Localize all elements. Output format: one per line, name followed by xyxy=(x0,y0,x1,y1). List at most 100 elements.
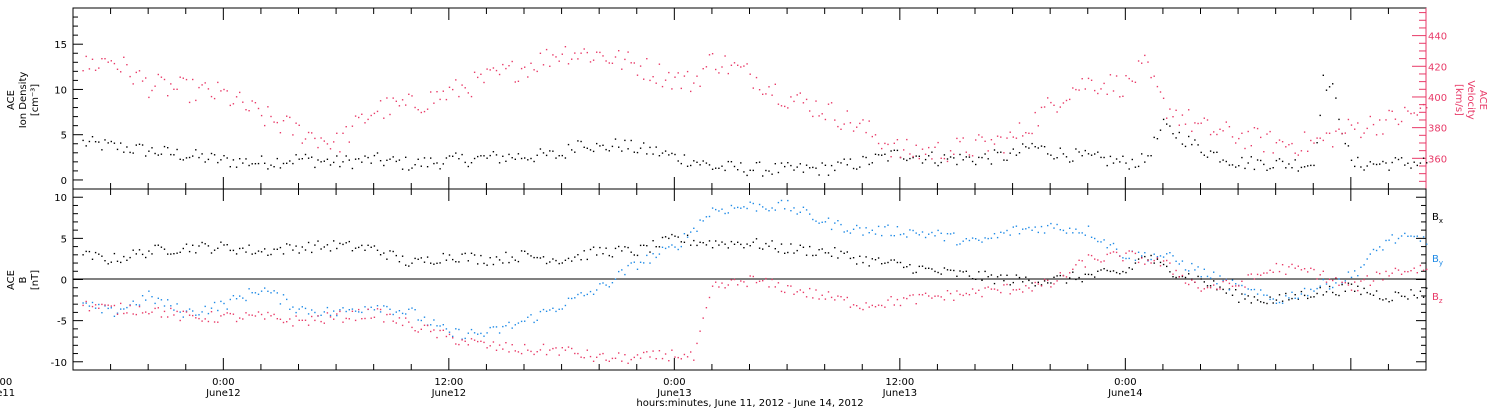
data-point xyxy=(937,295,939,297)
data-point xyxy=(126,259,128,261)
data-point xyxy=(1012,289,1014,291)
data-point xyxy=(552,150,554,152)
data-point xyxy=(145,311,147,313)
data-point xyxy=(1335,282,1337,284)
data-point xyxy=(774,83,776,85)
data-point xyxy=(1053,283,1055,285)
data-point xyxy=(1404,164,1406,166)
data-point xyxy=(1235,283,1237,285)
data-point xyxy=(943,154,946,156)
data-point xyxy=(98,307,100,309)
data-point xyxy=(1047,282,1049,284)
data-point xyxy=(145,299,147,301)
data-point xyxy=(229,166,231,168)
data-point xyxy=(1175,137,1177,139)
data-point xyxy=(173,253,175,255)
data-point xyxy=(968,239,971,242)
data-point xyxy=(624,354,626,356)
data-point xyxy=(1347,284,1350,286)
data-point xyxy=(423,157,426,159)
data-point xyxy=(561,53,563,55)
data-point xyxy=(276,318,278,320)
data-point xyxy=(392,250,394,253)
data-point xyxy=(1022,281,1024,283)
data-point xyxy=(567,63,570,65)
data-point xyxy=(167,253,169,255)
data-point xyxy=(924,158,927,161)
data-point xyxy=(511,157,513,159)
data-point xyxy=(204,305,206,308)
data-point xyxy=(445,328,448,330)
data-point xyxy=(426,108,429,110)
data-point xyxy=(884,262,886,264)
data-point xyxy=(213,321,216,323)
data-point xyxy=(220,159,222,161)
data-point xyxy=(1184,269,1187,271)
data-point xyxy=(1141,153,1143,155)
data-point xyxy=(436,91,438,93)
data-point xyxy=(1034,281,1036,284)
data-point xyxy=(824,298,827,300)
legend-bx: Bx xyxy=(1432,212,1443,225)
data-point xyxy=(1028,287,1030,289)
data-point xyxy=(1128,250,1130,252)
data-point xyxy=(279,246,282,249)
data-point xyxy=(984,270,986,273)
data-point xyxy=(307,313,310,315)
data-point xyxy=(386,97,388,99)
data-point xyxy=(903,149,905,151)
data-point xyxy=(1397,158,1400,161)
data-point xyxy=(414,106,416,109)
data-point xyxy=(455,152,457,154)
data-point xyxy=(633,62,635,64)
data-point xyxy=(138,70,141,72)
data-point xyxy=(257,311,260,313)
data-point xyxy=(1426,162,1428,164)
data-point xyxy=(1103,260,1105,262)
data-point xyxy=(1278,158,1281,160)
data-point xyxy=(1169,108,1171,110)
data-point xyxy=(160,246,163,248)
data-point xyxy=(1419,107,1422,109)
top-right-tick-label: 400 xyxy=(1428,93,1447,104)
data-point xyxy=(856,126,858,128)
data-point xyxy=(1034,146,1036,148)
data-point xyxy=(351,310,354,312)
data-point xyxy=(426,166,429,168)
data-point xyxy=(467,165,469,168)
data-point xyxy=(780,290,783,293)
data-point xyxy=(173,314,175,316)
data-point xyxy=(1260,289,1262,291)
data-point xyxy=(1344,282,1346,284)
data-point xyxy=(1382,279,1384,281)
data-point xyxy=(868,163,870,166)
data-point xyxy=(614,278,617,280)
data-point xyxy=(646,153,648,155)
data-point xyxy=(138,143,141,145)
data-point xyxy=(1181,260,1184,262)
data-point xyxy=(755,281,758,284)
data-point xyxy=(971,160,974,163)
data-point xyxy=(1222,279,1224,282)
data-point xyxy=(1137,165,1140,168)
data-point xyxy=(85,302,87,304)
data-point xyxy=(436,162,438,164)
data-point xyxy=(887,261,889,264)
data-point xyxy=(1141,257,1143,259)
data-point xyxy=(492,263,495,266)
data-point xyxy=(235,298,238,300)
data-point xyxy=(708,240,711,242)
data-point xyxy=(473,254,476,256)
data-point xyxy=(774,248,776,250)
data-point xyxy=(874,153,877,155)
data-point xyxy=(301,158,303,160)
data-point xyxy=(1028,226,1030,229)
data-point xyxy=(267,168,269,170)
data-point xyxy=(896,139,899,141)
data-point xyxy=(599,246,601,249)
data-point xyxy=(1422,269,1425,271)
data-point xyxy=(1213,131,1215,133)
data-point xyxy=(1125,252,1127,254)
data-point xyxy=(856,263,858,265)
data-point xyxy=(148,250,150,252)
